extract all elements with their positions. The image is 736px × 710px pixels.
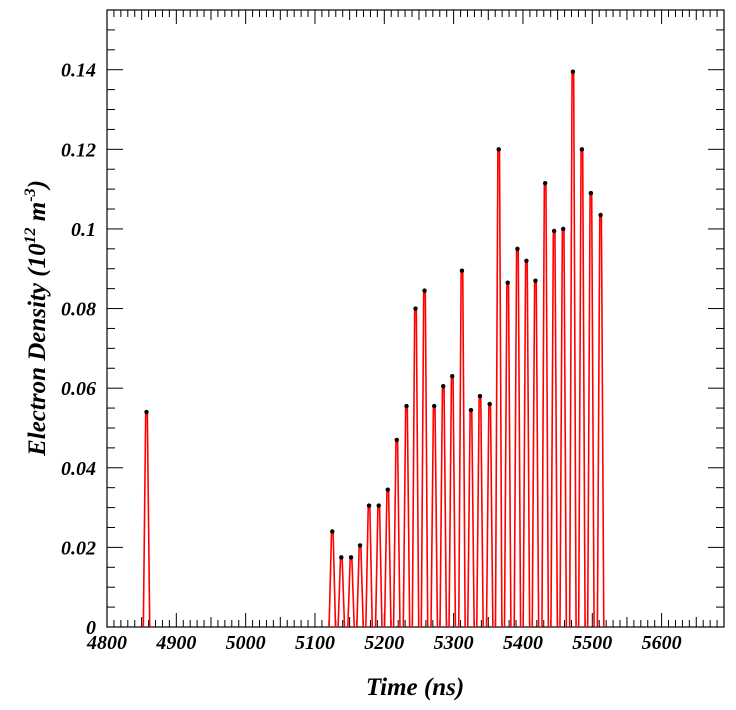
series-peak-line bbox=[392, 439, 401, 628]
data-point bbox=[459, 268, 465, 273]
y-axis-title-main: Electron Density (10 bbox=[24, 243, 51, 457]
data-point bbox=[366, 503, 372, 508]
series-peak-line bbox=[503, 281, 512, 628]
plot-frame bbox=[106, 9, 725, 628]
data-point bbox=[579, 147, 585, 152]
y-tick-label: 0 bbox=[86, 617, 96, 639]
data-point bbox=[496, 147, 501, 152]
y-axis-title-unit-exponent: -3 bbox=[22, 188, 39, 201]
x-tick-label: 5000 bbox=[226, 632, 266, 654]
series-peak-line bbox=[337, 556, 346, 628]
series-peak-line bbox=[356, 544, 365, 628]
data-point bbox=[468, 407, 474, 413]
series-peak-line bbox=[559, 228, 568, 628]
x-tick-label: 5600 bbox=[642, 632, 682, 654]
x-tick-label: 5100 bbox=[295, 632, 335, 654]
series-peak-line bbox=[541, 182, 550, 628]
data-point bbox=[404, 403, 409, 409]
data-point bbox=[330, 529, 335, 534]
series-peak-line bbox=[142, 411, 151, 628]
data-point bbox=[450, 374, 455, 379]
data-point bbox=[144, 409, 149, 415]
data-series bbox=[142, 69, 605, 628]
series-peak-line bbox=[550, 230, 559, 628]
x-tick-label: 5300 bbox=[434, 632, 474, 654]
data-point bbox=[598, 212, 603, 218]
series-peak-line bbox=[596, 214, 605, 628]
y-tick-label: 0.14 bbox=[61, 60, 96, 82]
series-peak-line bbox=[439, 385, 448, 628]
series-peak-line bbox=[411, 307, 420, 628]
series-peak-line bbox=[448, 375, 457, 628]
y-tick-label: 0.04 bbox=[61, 458, 96, 480]
data-point bbox=[376, 503, 381, 508]
series-peak-line bbox=[522, 259, 531, 628]
data-point bbox=[357, 543, 363, 548]
data-point bbox=[487, 401, 492, 407]
data-point bbox=[533, 278, 538, 283]
data-point bbox=[348, 555, 354, 560]
series-peak-line bbox=[485, 403, 494, 628]
data-point bbox=[394, 437, 399, 443]
y-tick-label: 0.02 bbox=[61, 537, 96, 559]
y-axis-title-close: ) bbox=[24, 180, 51, 190]
y-axis-title-unit: m bbox=[24, 202, 51, 228]
data-point bbox=[441, 383, 446, 389]
series-peak-line bbox=[513, 248, 522, 628]
data-point bbox=[551, 228, 557, 234]
x-tick-label: 5500 bbox=[572, 632, 612, 654]
series-peak-line bbox=[383, 488, 392, 628]
series-peak-line bbox=[586, 192, 595, 628]
y-tick-label: 0.12 bbox=[61, 139, 96, 161]
data-point bbox=[477, 393, 483, 399]
series-peak-line bbox=[568, 70, 577, 628]
series-peak-line bbox=[457, 269, 466, 628]
data-point bbox=[560, 226, 566, 232]
series-peak-line bbox=[531, 279, 540, 628]
data-point bbox=[588, 190, 594, 196]
data-point bbox=[524, 258, 529, 263]
data-point bbox=[413, 306, 418, 311]
series-peak-line bbox=[347, 556, 356, 628]
x-tick-label: 4800 bbox=[86, 632, 127, 654]
x-axis-title: Time (ns) bbox=[366, 674, 464, 701]
x-tick-label: 5400 bbox=[503, 632, 543, 654]
data-point bbox=[542, 180, 548, 186]
x-tick-label: 4900 bbox=[155, 632, 196, 654]
series-peak-line bbox=[328, 530, 337, 628]
data-point bbox=[385, 487, 390, 492]
y-tick-labels: 0 0.02 0.04 0.06 0.08 0.1 0.12 0.14 bbox=[61, 60, 96, 639]
y-axis-title: Electron Density (1012 m-3) bbox=[22, 180, 51, 457]
x-tick-labels: 4800 4900 5000 5100 5200 5300 5400 5500 5600 bbox=[86, 632, 682, 654]
data-point bbox=[505, 280, 510, 285]
series-peak-line bbox=[365, 504, 374, 628]
series-peak-line bbox=[420, 289, 429, 628]
y-tick-label: 0.06 bbox=[61, 378, 96, 400]
data-point bbox=[570, 69, 576, 74]
data-point bbox=[515, 246, 520, 252]
series-peak-line bbox=[577, 148, 586, 628]
y-tick-label: 0.08 bbox=[61, 299, 96, 321]
data-point bbox=[422, 288, 427, 293]
x-tick-label: 5200 bbox=[364, 632, 404, 654]
data-point bbox=[432, 403, 437, 409]
series-peak-line bbox=[402, 405, 411, 628]
series-peak-line bbox=[430, 405, 439, 628]
y-tick-label: 0.1 bbox=[71, 219, 96, 241]
series-peak-line bbox=[475, 395, 484, 628]
series-peak-line bbox=[374, 504, 383, 628]
y-axis-title-exponent: 12 bbox=[22, 227, 39, 243]
series-peak-line bbox=[466, 409, 475, 628]
axis-ticks bbox=[106, 9, 725, 628]
series-peak-line bbox=[494, 148, 503, 628]
data-point bbox=[339, 555, 344, 560]
